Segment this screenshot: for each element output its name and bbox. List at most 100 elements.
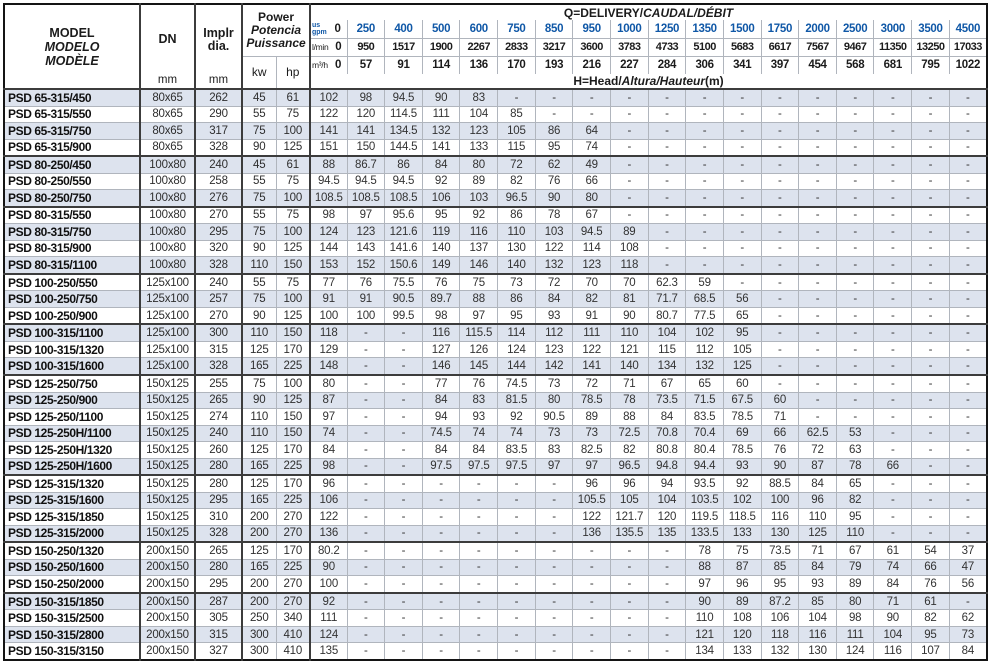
implr-cell: 274	[194, 408, 243, 426]
head-value-cell: 102	[685, 323, 724, 342]
table-row: PSD 100-250/550 125x100 240 55 75 77 76 75.5 76 7…	[3, 272, 988, 292]
table-body: PSD 65-315/450 80x65 262 45 61 102 98 94.5 90 83-…	[3, 88, 988, 661]
head-value-cell: 125	[722, 357, 762, 376]
head-value-cell: -	[572, 591, 611, 611]
implr-cell: 262	[194, 88, 243, 107]
head-value-cell: 73	[572, 424, 611, 443]
head-value-cell: -	[722, 122, 762, 140]
head-value-cell: 110	[497, 223, 536, 241]
head-value-cell: 79	[835, 558, 875, 577]
head-value-cell: 54	[911, 541, 950, 560]
head-value-cell: -	[835, 223, 875, 241]
head-value-cell: 94.5	[309, 172, 348, 191]
head-value-cell: 82.5	[572, 441, 611, 459]
head-value-cell: -	[609, 172, 649, 191]
head-value-cell: 133	[459, 138, 499, 157]
head-value-cell: -	[421, 575, 461, 594]
dn-cell: 125x100	[139, 306, 196, 325]
head-value-cell: 82	[572, 290, 611, 308]
head-value-cell: 112	[685, 340, 724, 359]
gpm-value-cell: 400	[384, 20, 423, 39]
head-value-cell: -	[534, 609, 574, 627]
head-value-cell: 123	[459, 122, 499, 140]
head-value-cell: 95	[421, 205, 461, 225]
head-value-cell: -	[873, 323, 913, 342]
head-value-cell: 83.5	[497, 441, 536, 459]
h-head-title: H=Head/Altura/Hauteur(m)	[309, 74, 988, 90]
head-value-cell: 92	[722, 474, 762, 493]
head-value-cell: -	[497, 524, 536, 543]
implr-cell: 240	[194, 155, 243, 174]
head-value-cell: -	[572, 105, 611, 124]
gpm-value-cell: 1250	[647, 20, 687, 39]
head-value-cell: 76	[760, 441, 800, 459]
head-value-cell: 87	[798, 457, 837, 476]
model-label-es: MODELO	[44, 39, 100, 54]
head-value-cell: 84	[873, 575, 913, 594]
head-value-cell: -	[497, 625, 536, 644]
head-value-cell: 74	[873, 558, 913, 577]
table-row: PSD 125-315/1850 150x125 310 200 270 122- - - - -…	[3, 508, 988, 526]
head-value-cell: 132	[685, 357, 724, 376]
head-value-cell: -	[609, 609, 649, 627]
head-value-cell: 104	[647, 323, 687, 342]
model-cell: PSD 100-315/1320	[3, 340, 141, 359]
kw-cell: 165	[241, 457, 277, 476]
head-value-cell: 100	[346, 306, 386, 325]
model-cell: PSD 80-315/750	[3, 223, 141, 241]
header-row-title: MODEL MODELO MODÈLE DN mm Implr	[3, 3, 988, 90]
head-value-cell: -	[911, 524, 950, 543]
head-value-cell: 75	[459, 272, 499, 292]
head-value-cell: 122	[572, 340, 611, 359]
head-value-cell: -	[421, 491, 461, 510]
head-value-cell: 56	[722, 290, 762, 308]
head-value-cell: -	[685, 205, 724, 225]
head-value-cell: -	[948, 155, 988, 174]
lmin-value-cell: 5683	[722, 37, 762, 57]
head-value-cell: 140	[421, 239, 461, 258]
hp-cell: 75	[275, 272, 311, 292]
m3h-value-cell: 227	[609, 55, 649, 74]
head-value-cell: 81	[609, 290, 649, 308]
head-value-cell: -	[873, 205, 913, 225]
kw-cell: 55	[241, 105, 277, 124]
head-value-cell: 95	[722, 323, 762, 342]
head-value-cell: -	[609, 138, 649, 157]
hp-cell: 410	[275, 625, 311, 644]
head-value-cell: 86	[497, 205, 536, 225]
power-label: Power	[257, 9, 294, 24]
head-value-cell: -	[421, 508, 461, 526]
head-value-cell: 71	[760, 408, 800, 426]
head-value-cell: 73.5	[760, 541, 800, 560]
head-value-cell: -	[835, 306, 875, 325]
lmin-value-cell: 2833	[497, 37, 536, 57]
head-value-cell: -	[685, 256, 724, 275]
lmin-value-cell: 950	[346, 37, 386, 57]
head-value-cell: -	[835, 340, 875, 359]
model-cell: PSD 125-250/1100	[3, 408, 141, 426]
head-value-cell: 132	[421, 122, 461, 140]
dn-cell: 200x150	[139, 591, 196, 611]
head-value-cell: -	[873, 138, 913, 157]
head-value-cell: -	[873, 357, 913, 376]
dn-cell: 150x125	[139, 491, 196, 510]
head-value-cell: 72	[497, 155, 536, 174]
head-value-cell: 116	[760, 508, 800, 526]
gpm-value-cell: 2000	[798, 20, 837, 39]
m3h-value-cell: 454	[798, 55, 837, 74]
head-value-cell: 141	[421, 138, 461, 157]
head-value-cell: -	[534, 491, 574, 510]
head-value-cell: 74	[459, 424, 499, 443]
head-value-cell: -	[497, 474, 536, 493]
head-value-cell: 83	[534, 441, 574, 459]
head-value-cell: -	[384, 591, 423, 611]
head-value-cell: 84	[948, 642, 988, 661]
lmin-value-cell: 13250	[911, 37, 950, 57]
head-value-cell: -	[760, 88, 800, 107]
dn-cell: 100x80	[139, 256, 196, 275]
model-cell: PSD 125-250H/1600	[3, 457, 141, 476]
hp-cell: 170	[275, 441, 311, 459]
head-value-cell: -	[873, 491, 913, 510]
dn-cell: 200x150	[139, 575, 196, 594]
head-value-cell: 77	[309, 272, 348, 292]
